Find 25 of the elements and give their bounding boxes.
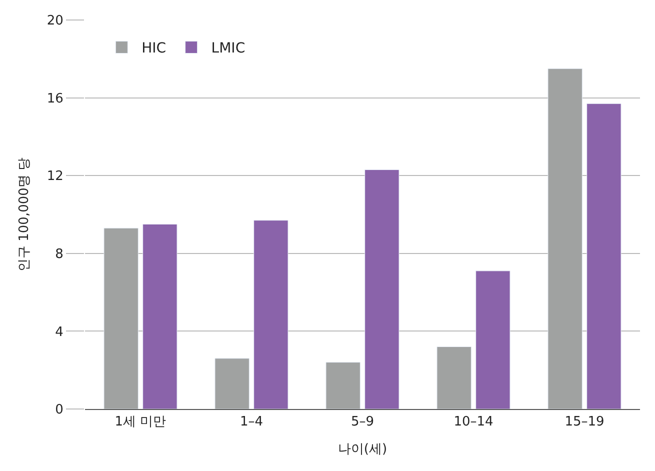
bar: [326, 362, 360, 409]
y-tick-label: 0: [55, 402, 64, 418]
bar: [548, 68, 582, 409]
x-tick-label: 10–14: [454, 414, 494, 430]
bar: [142, 224, 178, 409]
y-tick-label: 20: [46, 14, 64, 29]
x-axis-title: 나이(세): [338, 442, 388, 458]
legend-label: LMIC: [211, 40, 246, 57]
x-tick-label: 1–4: [240, 414, 264, 430]
y-tick-label: 16: [46, 91, 64, 106]
bar: [214, 358, 250, 409]
bar: [364, 170, 400, 409]
bar: [476, 270, 510, 409]
y-tick-label: 12: [46, 169, 64, 184]
bar: [586, 103, 622, 409]
x-tick-label: 5–9: [350, 414, 374, 430]
x-tick-label: 1세 미만: [114, 414, 166, 430]
bar: [254, 220, 288, 409]
y-tick-label: 8: [55, 246, 64, 262]
y-axis-title: 인구 100,000명 당: [16, 157, 32, 272]
bar: [436, 346, 472, 409]
legend-label: HIC: [142, 40, 166, 57]
bar: [104, 228, 138, 409]
y-tick-label: 4: [55, 324, 64, 340]
x-tick-label: 15–19: [564, 414, 604, 430]
